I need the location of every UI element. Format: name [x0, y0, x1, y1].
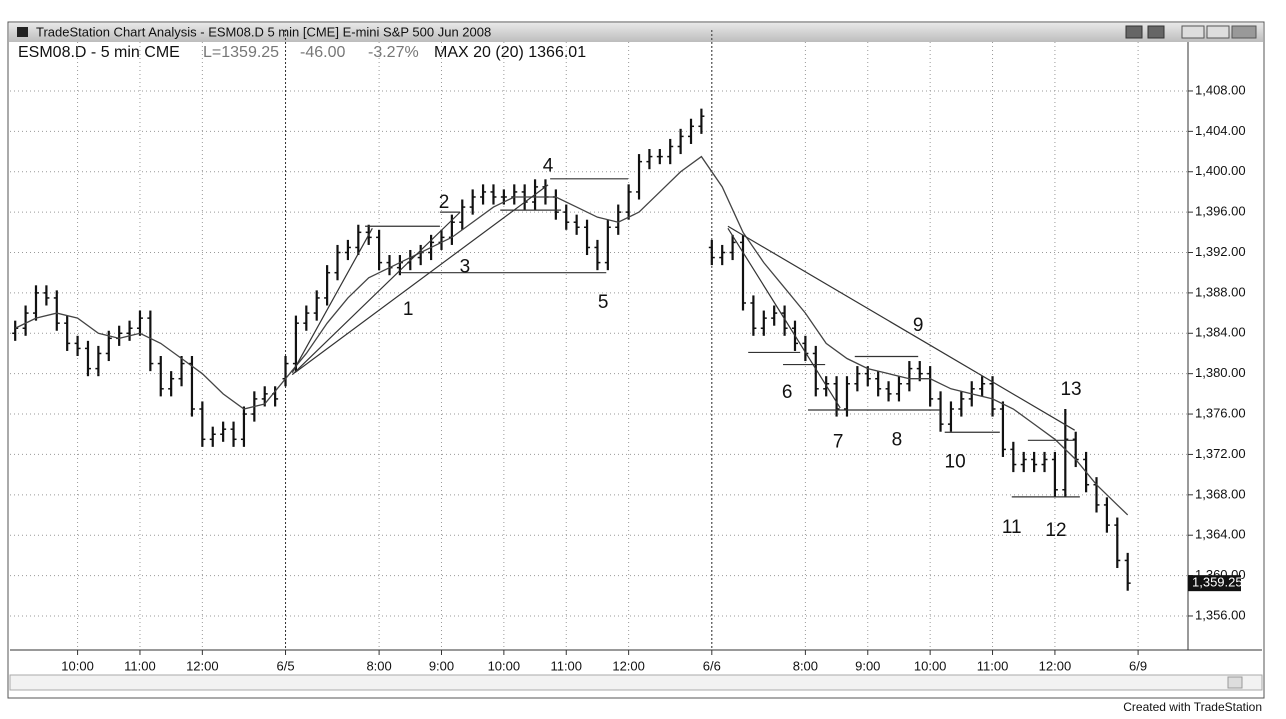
title-bar: [9, 23, 1263, 42]
y-tick-label: 1,408.00: [1195, 82, 1246, 97]
annotation: 12: [1045, 520, 1066, 541]
footer: Created with TradeStation: [1123, 700, 1262, 714]
y-tick-label: 1,380.00: [1195, 365, 1246, 380]
indicator-label: MAX 20 (20) 1366.01: [434, 44, 586, 61]
x-tick-label: 8:00: [793, 658, 818, 673]
y-tick-label: 1,384.00: [1195, 325, 1246, 340]
trend-line: [294, 184, 549, 374]
x-tick-label: 12:00: [186, 658, 219, 673]
x-tick-label: 8:00: [366, 658, 391, 673]
annotation: 6: [782, 382, 793, 403]
toolbar-button[interactable]: [1147, 25, 1165, 39]
moving-average: [14, 155, 1129, 516]
annotation: 9: [913, 315, 924, 336]
annotation: 8: [892, 429, 903, 450]
x-tick-label: 12:00: [1039, 658, 1072, 673]
last-price-label: 1,359.25: [1192, 575, 1243, 590]
symbol-label: ESM08.D - 5 min CME: [18, 44, 180, 61]
annotation: 1: [403, 299, 414, 320]
x-tick-label: 9:00: [429, 658, 454, 673]
trend-line: [727, 225, 1075, 431]
x-tick-label: 11:00: [124, 658, 156, 673]
x-tick-label: 10:00: [488, 658, 521, 673]
app-icon: [17, 27, 28, 37]
change-pct-label: -3.27%: [368, 44, 419, 61]
y-tick-label: 1,368.00: [1195, 486, 1246, 501]
x-tick-label: 11:00: [977, 658, 1009, 673]
x-tick-label: 10:00: [914, 658, 947, 673]
y-tick-label: 1,356.00: [1195, 607, 1246, 622]
window-frame: [7, 21, 1265, 699]
y-tick-label: 1,376.00: [1195, 405, 1246, 420]
y-tick-label: 1,396.00: [1195, 204, 1246, 219]
close-button[interactable]: [1231, 25, 1257, 39]
toolbar-button[interactable]: [1125, 25, 1143, 39]
annotation: 13: [1060, 379, 1081, 400]
trend-line: [291, 211, 461, 376]
minimize-button[interactable]: [1181, 25, 1205, 39]
x-tick-label: 11:00: [550, 658, 582, 673]
scroll-thumb[interactable]: [1227, 676, 1243, 689]
change-label: -46.00: [300, 44, 345, 61]
last-label: L=1359.25: [203, 44, 279, 61]
x-tick-label: 9:00: [855, 658, 880, 673]
y-tick-label: 1,404.00: [1195, 123, 1246, 138]
y-tick-label: 1,400.00: [1195, 163, 1246, 178]
y-tick-label: 1,388.00: [1195, 284, 1246, 299]
annotation: 10: [945, 452, 966, 473]
y-tick-label: 1,392.00: [1195, 244, 1246, 259]
window-title: TradeStation Chart Analysis - ESM08.D 5 …: [36, 24, 491, 39]
x-tick-label: 6/5: [276, 658, 294, 673]
x-tick-label: 6/6: [703, 658, 721, 673]
annotation: 7: [833, 431, 844, 452]
trend-line: [727, 227, 841, 409]
annotation: 3: [460, 257, 471, 278]
annotation: 4: [543, 156, 554, 177]
annotation: 11: [1002, 517, 1022, 538]
last-price-box: [1188, 575, 1241, 592]
scrollbar[interactable]: [9, 674, 1263, 691]
x-tick-label: 12:00: [612, 658, 645, 673]
trend-line: [291, 227, 373, 373]
maximize-button[interactable]: [1206, 25, 1230, 39]
y-tick-label: 1,364.00: [1195, 527, 1246, 542]
y-tick-label: 1,372.00: [1195, 446, 1246, 461]
x-tick-label: 6/9: [1129, 658, 1147, 673]
annotation: 2: [439, 192, 450, 213]
annotation: 5: [598, 292, 609, 313]
x-tick-label: 10:00: [61, 658, 94, 673]
